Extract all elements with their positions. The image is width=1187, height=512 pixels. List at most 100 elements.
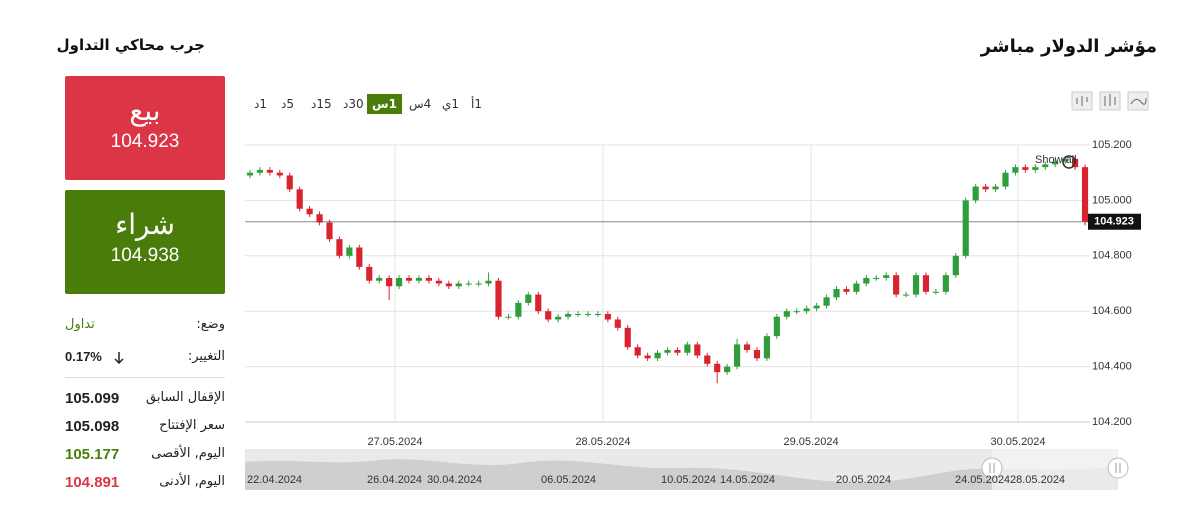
y-tick-label: 104.400	[1092, 361, 1132, 373]
candle-body	[942, 275, 949, 292]
navigator-date: 30.04.2024	[427, 474, 482, 486]
candle-body	[684, 344, 691, 353]
candle-body	[376, 277, 383, 281]
candle-body	[903, 294, 910, 296]
timeframe-button[interactable]: 1س	[367, 94, 402, 114]
candle-body	[674, 349, 681, 353]
candle-body	[306, 208, 313, 215]
candle-body	[743, 344, 751, 350]
timeframe-button[interactable]: 5د	[281, 97, 294, 111]
navigator-date: 26.04.2024	[367, 474, 422, 486]
candle-body	[574, 313, 582, 315]
stat-label: الإقفال السابق	[146, 390, 225, 405]
candle-body	[823, 297, 830, 306]
candle-body	[495, 280, 502, 317]
candle-body	[883, 275, 890, 278]
candle-body	[584, 313, 592, 315]
change-value: 0.17%	[65, 349, 102, 364]
stat-label: اليوم, الأدنى	[159, 474, 225, 489]
buy-button[interactable]: شراء 104.938	[65, 190, 225, 294]
x-tick-label: 27.05.2024	[367, 436, 422, 448]
candle-body	[326, 222, 333, 240]
stat-value: 104.891	[65, 474, 120, 491]
candle-body	[783, 311, 790, 317]
zoom-icon	[1062, 155, 1076, 169]
candle-body	[485, 280, 492, 284]
candle-body	[962, 200, 969, 256]
candle-body	[425, 277, 432, 281]
candle-body	[1032, 167, 1039, 170]
candle-body	[435, 280, 442, 284]
candle-body	[873, 277, 880, 279]
candle-body	[1002, 172, 1009, 187]
sell-price: 104.923	[110, 131, 180, 152]
candle-body	[1022, 167, 1029, 170]
candle-body	[634, 347, 641, 356]
candle-body	[843, 289, 850, 292]
stat-label: سعر الإفتتاح	[159, 418, 225, 433]
candle-body	[972, 186, 979, 201]
stat-row: اليوم, الأقصى 105.177	[65, 446, 225, 466]
candle-body	[863, 277, 870, 284]
candle-body	[475, 283, 482, 285]
x-tick-label: 29.05.2024	[784, 436, 839, 448]
candle-body	[465, 283, 472, 285]
candle-body	[405, 277, 413, 281]
candle-body	[932, 291, 939, 293]
buy-label: شراء	[115, 208, 175, 241]
candle-body	[724, 366, 731, 373]
candle-body	[366, 266, 373, 281]
candle-body	[714, 363, 721, 373]
timeframe-button[interactable]: 15د	[311, 97, 332, 111]
candle-body	[912, 275, 920, 295]
candle-body	[793, 311, 800, 313]
candle-body	[952, 255, 959, 276]
candle-body	[763, 336, 770, 359]
candle-body	[505, 316, 512, 318]
timeframe-button[interactable]: 4س	[409, 97, 432, 111]
candle-body	[614, 319, 621, 328]
candle-body	[992, 186, 999, 190]
stat-value: 105.177	[65, 446, 120, 463]
candle-body	[445, 283, 452, 287]
candle-body	[1081, 167, 1089, 222]
candle-body	[296, 189, 303, 209]
candle-body	[922, 275, 930, 292]
change-row: التغيير: 0.17%	[65, 349, 225, 369]
timeframe-button[interactable]: 1ي	[442, 97, 460, 111]
mode-row: وضع: تداول	[65, 317, 225, 337]
candle-body	[704, 355, 711, 364]
down-arrow	[114, 352, 124, 365]
candle-body	[256, 169, 263, 173]
navigator-date: 28.05.2024	[1010, 474, 1065, 486]
candle-body	[336, 239, 343, 256]
sell-label: بيع	[129, 94, 161, 127]
navigator-date: 24.05.2024	[955, 474, 1010, 486]
candle-body	[1012, 167, 1019, 173]
candle-body	[604, 313, 611, 320]
timeframe-button[interactable]: 1أ	[471, 97, 482, 111]
candle-body	[356, 247, 363, 267]
candle-body	[1062, 158, 1069, 162]
candle-body	[624, 327, 631, 348]
candle-body	[525, 294, 532, 303]
timeframe-button[interactable]: 1د	[254, 97, 267, 111]
candle-body	[644, 355, 651, 359]
sell-button[interactable]: بيع 104.923	[65, 76, 225, 180]
y-tick-label: 104.800	[1092, 250, 1132, 262]
candle-body	[286, 175, 293, 190]
candle-body	[346, 247, 353, 256]
navigator-date: 20.05.2024	[836, 474, 891, 486]
candle-body	[515, 302, 522, 317]
candle-body	[266, 169, 273, 173]
timeframe-button[interactable]: 30د	[343, 97, 364, 111]
candle-body	[565, 313, 572, 317]
last-price-label: 104.923	[1094, 216, 1134, 228]
navigator: 22.04.2024 26.04.2024 30.04.2024 06.05.2024…	[245, 449, 1129, 490]
stat-row: اليوم, الأدنى 104.891	[65, 474, 225, 494]
candle-body	[594, 313, 601, 315]
candle-body	[664, 349, 671, 353]
candle-body	[734, 344, 741, 367]
separator	[65, 377, 225, 378]
candle-body	[982, 186, 989, 190]
